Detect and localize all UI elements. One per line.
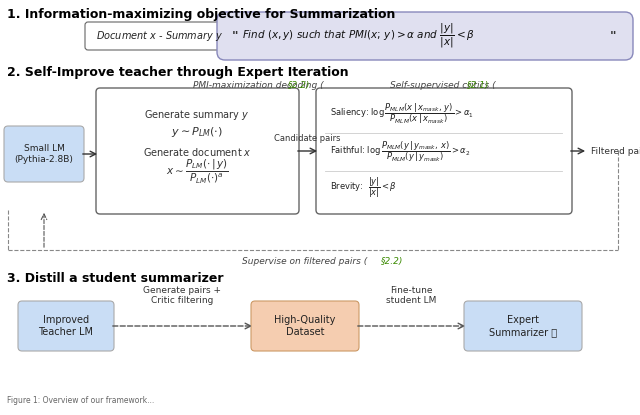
Text: Self-supervised critics (: Self-supervised critics ( (390, 81, 495, 90)
FancyBboxPatch shape (85, 22, 236, 50)
Text: 3. Distill a student summarizer: 3. Distill a student summarizer (7, 272, 223, 285)
Text: PMI-maximization decoding (: PMI-maximization decoding ( (193, 81, 324, 90)
Text: 2. Self-Improve teacher through Expert Iteration: 2. Self-Improve teacher through Expert I… (7, 66, 349, 79)
Text: 1. Information-maximizing objective for Summarization: 1. Information-maximizing objective for … (7, 8, 396, 21)
Text: Generate document $x$: Generate document $x$ (143, 146, 252, 158)
FancyBboxPatch shape (217, 12, 633, 60)
Text: Brevity:  $\dfrac{|y|}{|x|} < \beta$: Brevity: $\dfrac{|y|}{|x|} < \beta$ (330, 176, 397, 200)
Text: §2.2): §2.2) (288, 81, 310, 90)
Text: Supervise on filtered pairs (: Supervise on filtered pairs ( (243, 257, 367, 266)
Text: Improved
Teacher LM: Improved Teacher LM (38, 315, 93, 337)
Text: §2.1): §2.1) (467, 81, 490, 90)
Text: Faithful: $\log\dfrac{P_{MLM}(y\,|\,y_{mask},\,x)}{P_{MLM}(y\,|\,y_{mask})} > \a: Faithful: $\log\dfrac{P_{MLM}(y\,|\,y_{m… (330, 140, 470, 164)
Text: Generate summary $y$: Generate summary $y$ (144, 108, 250, 122)
Text: Figure 1: Overview of our framework...: Figure 1: Overview of our framework... (7, 396, 154, 405)
Text: Generate pairs +
Critic filtering: Generate pairs + Critic filtering (143, 286, 221, 305)
Text: Document $x$ - Summary $y$: Document $x$ - Summary $y$ (97, 29, 223, 43)
Text: Candidate pairs: Candidate pairs (274, 134, 340, 143)
Text: Small LM
(Pythia-2.8B): Small LM (Pythia-2.8B) (15, 144, 74, 164)
Text: Find $(x,y)$ such that $PMI(x;\,y) > \alpha$ and $\dfrac{|y|}{|x|} < \beta$: Find $(x,y)$ such that $PMI(x;\,y) > \al… (242, 22, 476, 50)
Text: Saliency: $\log\dfrac{P_{MLM}(x\,|\,x_{mask},\,y)}{P_{MLM}(x\,|\,x_{mask})} > \a: Saliency: $\log\dfrac{P_{MLM}(x\,|\,x_{m… (330, 102, 474, 126)
Text: Expert
Summarizer 💪: Expert Summarizer 💪 (489, 315, 557, 337)
FancyBboxPatch shape (96, 88, 299, 214)
Text: $y \sim P_{LM}(\cdot)$: $y \sim P_{LM}(\cdot)$ (171, 125, 223, 139)
Text: ": " (232, 29, 243, 42)
Text: Fine-tune
student LM: Fine-tune student LM (386, 286, 436, 305)
Text: Filtered pairs: Filtered pairs (591, 146, 640, 156)
Text: ": " (610, 29, 621, 42)
Text: $x \sim \dfrac{P_{LM}(\cdot\,|\,y)}{P_{LM}(\cdot)^{a}}$: $x \sim \dfrac{P_{LM}(\cdot\,|\,y)}{P_{L… (166, 158, 228, 186)
FancyBboxPatch shape (18, 301, 114, 351)
Text: §2.2): §2.2) (381, 257, 403, 266)
FancyBboxPatch shape (316, 88, 572, 214)
FancyBboxPatch shape (464, 301, 582, 351)
FancyBboxPatch shape (4, 126, 84, 182)
Text: High-Quality
Dataset: High-Quality Dataset (275, 315, 336, 337)
FancyBboxPatch shape (251, 301, 359, 351)
